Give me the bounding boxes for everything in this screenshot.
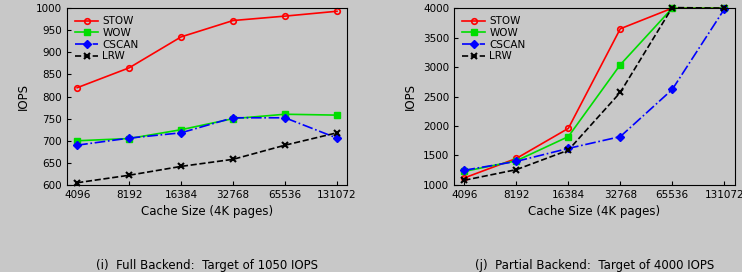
LRW <box>564 149 573 152</box>
WOW <box>512 159 521 162</box>
CSCAN <box>512 160 521 163</box>
LRW <box>668 6 677 9</box>
CSCAN <box>332 137 341 140</box>
CSCAN <box>125 137 134 140</box>
WOW <box>125 137 134 140</box>
LRW <box>177 165 186 168</box>
LRW <box>280 144 289 147</box>
LRW <box>512 168 521 171</box>
WOW <box>332 113 341 117</box>
WOW <box>177 128 186 131</box>
CSCAN <box>616 135 625 138</box>
Legend: STOW, WOW, CSCAN, LRW: STOW, WOW, CSCAN, LRW <box>459 13 529 64</box>
Legend: STOW, WOW, CSCAN, LRW: STOW, WOW, CSCAN, LRW <box>72 13 142 64</box>
Line: CSCAN: CSCAN <box>462 7 727 173</box>
LRW <box>720 7 729 10</box>
STOW <box>564 127 573 130</box>
CSCAN <box>73 144 82 147</box>
Line: STOW: STOW <box>74 8 340 91</box>
STOW <box>177 35 186 39</box>
WOW <box>229 117 237 120</box>
LRW <box>616 91 625 94</box>
Line: WOW: WOW <box>74 112 340 144</box>
CSCAN <box>668 88 677 91</box>
STOW <box>229 19 237 22</box>
CSCAN <box>564 147 573 150</box>
LRW <box>332 131 341 134</box>
Line: LRW: LRW <box>73 129 341 186</box>
LRW <box>229 158 237 161</box>
STOW <box>332 10 341 13</box>
LRW <box>73 181 82 184</box>
STOW <box>512 157 521 160</box>
STOW <box>280 14 289 18</box>
LRW <box>460 179 469 182</box>
CSCAN <box>460 169 469 172</box>
Text: (j)  Partial Backend:  Target of 4000 IOPS: (j) Partial Backend: Target of 4000 IOPS <box>475 259 714 272</box>
STOW <box>720 7 729 10</box>
Line: LRW: LRW <box>461 4 728 184</box>
WOW <box>720 7 729 10</box>
WOW <box>460 170 469 173</box>
X-axis label: Cache Size (4K pages): Cache Size (4K pages) <box>141 205 273 218</box>
WOW <box>616 63 625 66</box>
CSCAN <box>229 116 237 119</box>
WOW <box>280 113 289 116</box>
LRW <box>125 174 134 177</box>
CSCAN <box>280 116 289 119</box>
STOW <box>460 176 469 180</box>
STOW <box>668 7 677 10</box>
STOW <box>616 27 625 30</box>
CSCAN <box>720 8 729 11</box>
Line: WOW: WOW <box>462 5 727 174</box>
Text: (i)  Full Backend:  Target of 1050 IOPS: (i) Full Backend: Target of 1050 IOPS <box>96 259 318 272</box>
X-axis label: Cache Size (4K pages): Cache Size (4K pages) <box>528 205 660 218</box>
Line: STOW: STOW <box>462 5 727 181</box>
CSCAN <box>177 131 186 134</box>
WOW <box>668 7 677 10</box>
Y-axis label: IOPS: IOPS <box>404 83 417 110</box>
STOW <box>125 66 134 69</box>
STOW <box>73 86 82 89</box>
WOW <box>564 135 573 138</box>
WOW <box>73 139 82 143</box>
Y-axis label: IOPS: IOPS <box>17 83 30 110</box>
Line: CSCAN: CSCAN <box>74 115 340 148</box>
